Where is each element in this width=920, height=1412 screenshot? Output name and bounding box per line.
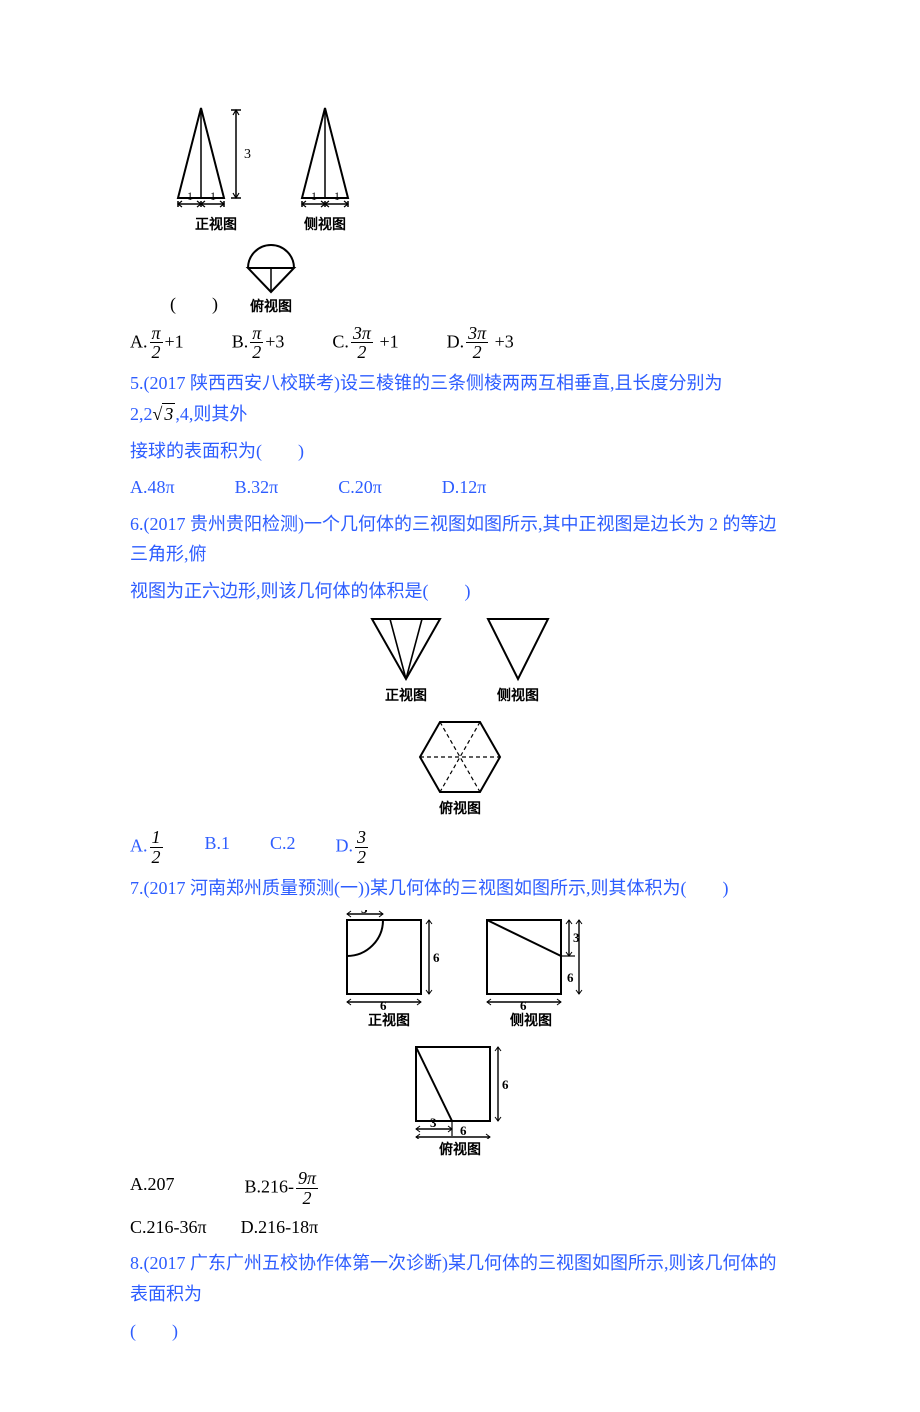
- q5-option-b: B.32π: [235, 472, 279, 503]
- q4-paren: ( ): [170, 289, 218, 320]
- q4-dim-3: 3: [244, 147, 251, 162]
- svg-text:6: 6: [433, 950, 440, 965]
- q6-option-c: C.2: [270, 828, 296, 867]
- q4-top-view: 俯视图: [242, 238, 300, 320]
- q7-front-view: 3 6 6 正视图: [335, 910, 443, 1034]
- q4-option-d: D.3π2 +3: [447, 324, 514, 363]
- q6-top-view: 俯视图: [415, 716, 505, 822]
- q5-text-2: 接球的表面积为( ): [130, 436, 790, 467]
- q6-front-view: 正视图: [366, 613, 446, 709]
- q7-text: 7.(2017 河南郑州质量预测(一))某几何体的三视图如图所示,则其体积为( …: [130, 873, 790, 904]
- q7-top-label: 俯视图: [439, 1139, 481, 1163]
- svg-text:6: 6: [502, 1077, 509, 1092]
- q4-side-label: 侧视图: [304, 214, 346, 238]
- svg-text:6: 6: [380, 998, 387, 1010]
- q8-text-a: 8.(2017 广东广州五校协作体第一次诊断)某几何体的三视图如图所示,则该几何…: [130, 1248, 790, 1309]
- q4-option-a: A.π2+1: [130, 324, 184, 363]
- q6-front-label: 正视图: [385, 685, 427, 709]
- q5-option-d: D.12π: [442, 472, 487, 503]
- q8-text-b: ( ): [130, 1316, 790, 1347]
- q5-text: 5.(2017 陕西西安八校联考)设三棱锥的三条侧棱两两互相垂直,且长度分别为 …: [130, 368, 790, 429]
- q5-option-c: C.20π: [338, 472, 382, 503]
- q4-front-view: 3 1 1 正视图: [170, 106, 262, 238]
- svg-text:1: 1: [311, 189, 317, 203]
- q6-option-a: A.12: [130, 828, 165, 867]
- q6-figure-set: 正视图 侧视图 俯视图: [130, 613, 790, 823]
- svg-text:6: 6: [520, 998, 527, 1010]
- svg-text:6: 6: [460, 1123, 467, 1138]
- q4-option-b: B.π2+3: [232, 324, 285, 363]
- q7-front-label: 正视图: [368, 1010, 410, 1034]
- q5-option-a: A.48π: [130, 472, 175, 503]
- svg-text:3: 3: [430, 1115, 437, 1130]
- q4-front-label: 正视图: [195, 214, 237, 238]
- q6-top-label: 俯视图: [439, 798, 481, 822]
- q7-side-view: 3 6 6 侧视图: [477, 910, 585, 1034]
- q6-side-label: 侧视图: [497, 685, 539, 709]
- q6-option-b: B.1: [205, 828, 231, 867]
- q7-options-cd: C.216-36π D.216-18π: [130, 1212, 790, 1243]
- q6-options: A.12 B.1 C.2 D.32: [130, 828, 790, 867]
- q4-dim-1a: 1: [187, 189, 193, 203]
- q5-options: A.48π B.32π C.20π D.12π: [130, 472, 790, 503]
- svg-text:3: 3: [361, 910, 368, 916]
- q7-top-view: 6 3 6 俯视图: [402, 1039, 518, 1163]
- q6-option-d: D.32: [336, 828, 371, 867]
- q7-figure-set: 3 6 6 正视图: [130, 910, 790, 1164]
- q4-side-view: 1 1 侧视图: [290, 106, 360, 238]
- q6-side-view: 侧视图: [482, 613, 554, 709]
- q6-text-a: 6.(2017 贵州贵阳检测)一个几何体的三视图如图所示,其中正视图是边长为 2…: [130, 509, 790, 570]
- q7-option-d: D.216-18π: [241, 1212, 319, 1243]
- svg-text:6: 6: [567, 970, 574, 985]
- q7-option-b: B.216-9π2: [245, 1169, 321, 1208]
- q4-figure-set: 3 1 1 正视图: [170, 106, 790, 320]
- q7-side-label: 侧视图: [510, 1010, 552, 1034]
- q6-text-b: 视图为正六边形,则该几何体的体积是( ): [130, 576, 790, 607]
- q4-option-c: C.3π2 +1: [332, 324, 398, 363]
- svg-text:1: 1: [334, 189, 340, 203]
- q4-dim-1b: 1: [210, 189, 216, 203]
- q7-option-a: A.207: [130, 1169, 175, 1208]
- q7-option-c: C.216-36π: [130, 1212, 207, 1243]
- q7-options-ab: A.207 B.216-9π2: [130, 1169, 790, 1208]
- q4-options: A.π2+1 B.π2+3 C.3π2 +1 D.3π2 +3: [130, 324, 790, 363]
- q4-top-label: 俯视图: [250, 296, 292, 320]
